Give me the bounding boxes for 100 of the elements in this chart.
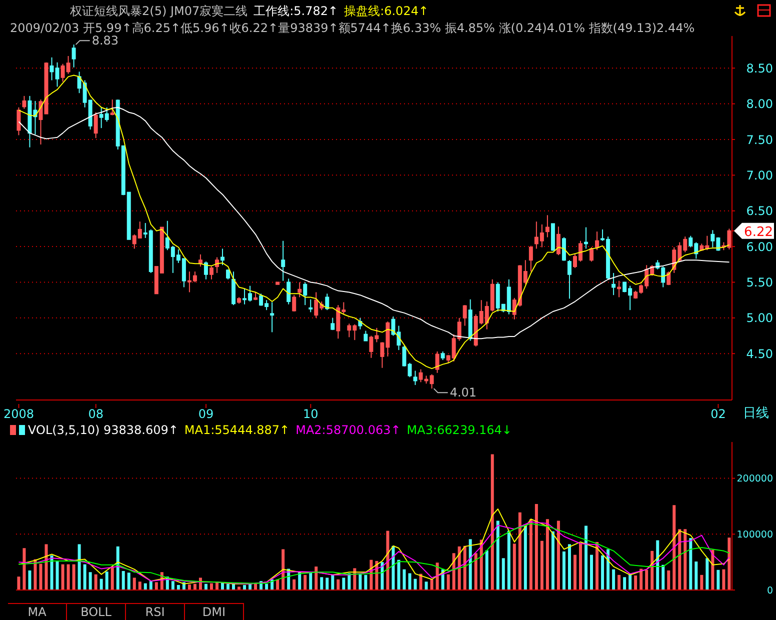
bar [716, 570, 720, 590]
bar [72, 564, 76, 590]
candlestick [556, 226, 560, 256]
candlestick [281, 240, 286, 282]
bar [672, 505, 676, 590]
text: 日线 [743, 405, 769, 422]
bar [496, 520, 500, 590]
bar [176, 584, 180, 590]
bar [474, 553, 478, 590]
bar [83, 564, 86, 590]
candlestick [590, 246, 594, 262]
bar [149, 581, 152, 590]
bar [342, 578, 346, 590]
bar [573, 554, 576, 590]
bar [331, 574, 334, 590]
bar [238, 586, 241, 590]
bar [424, 582, 428, 590]
y-tick-label: 7.00 [746, 168, 773, 182]
bar [722, 569, 726, 590]
bar [596, 542, 599, 590]
bar [358, 574, 362, 590]
bar [144, 583, 147, 590]
bar [94, 574, 98, 590]
bar [402, 569, 406, 590]
bar [507, 530, 510, 590]
bar [662, 564, 665, 590]
bar [414, 578, 417, 590]
bar [634, 575, 638, 590]
bar [364, 574, 368, 590]
bar [17, 576, 20, 590]
candlestick [567, 260, 572, 300]
bar [650, 550, 654, 590]
candlestick [462, 304, 467, 326]
bar [50, 555, 54, 590]
x-tick-label: 2008 [3, 407, 34, 421]
candlestick [270, 302, 274, 333]
bar [452, 553, 456, 590]
candlestick [110, 99, 114, 116]
candlestick [292, 294, 296, 312]
candlestick [562, 236, 566, 262]
bar [44, 544, 48, 590]
bar [700, 574, 704, 590]
bar [132, 578, 136, 590]
text: MA3:66239.164↓ [406, 423, 512, 437]
candlestick [298, 282, 302, 298]
bar [336, 579, 340, 590]
bar [728, 538, 731, 590]
candlestick [220, 248, 224, 266]
y-tick-label: 200000 [736, 474, 773, 485]
bar [645, 570, 648, 590]
candlestick [38, 99, 43, 145]
y-tick-label: 8.50 [746, 61, 773, 76]
bar [446, 574, 450, 590]
bar [138, 582, 142, 590]
candlestick [612, 272, 616, 296]
candlestick [584, 226, 588, 250]
text: MA [8, 604, 67, 620]
candlestick [72, 44, 76, 68]
candlestick [303, 282, 308, 306]
bar [127, 572, 130, 590]
bar [667, 570, 670, 590]
candlestick [364, 330, 368, 342]
text: BOLL [67, 604, 126, 620]
bar [502, 558, 505, 590]
bar [171, 581, 174, 590]
y-tick-label: 7.50 [746, 132, 773, 147]
y-tick-label: 4.50 [746, 346, 773, 361]
bar [282, 549, 285, 590]
bar [546, 519, 549, 590]
bar [116, 546, 120, 590]
candlestick [22, 95, 26, 110]
bar [463, 546, 466, 590]
candlestick [308, 298, 313, 313]
text: DMI [185, 604, 244, 620]
line-series [18, 106, 730, 340]
y-tick-label: 100000 [736, 530, 773, 541]
bar [689, 538, 692, 590]
candlestick [325, 293, 330, 311]
bar [397, 560, 400, 590]
bar [551, 531, 554, 590]
bar [78, 544, 81, 590]
bar [711, 550, 714, 590]
bar [640, 568, 643, 590]
bar [419, 574, 422, 590]
candlestick [358, 317, 362, 330]
bar [612, 569, 616, 590]
bar [66, 564, 70, 590]
candlestick [94, 112, 98, 139]
bar [556, 520, 560, 590]
candlestick [204, 261, 208, 280]
y-tick-label: 6.22 [744, 224, 773, 240]
bar [392, 546, 395, 590]
y-tick-label: 6.00 [746, 240, 773, 254]
bar [304, 574, 307, 590]
bar [292, 579, 296, 590]
bar [314, 566, 318, 590]
bar [408, 573, 412, 590]
bar [430, 579, 434, 590]
bar [243, 584, 246, 590]
candlestick [413, 370, 418, 386]
